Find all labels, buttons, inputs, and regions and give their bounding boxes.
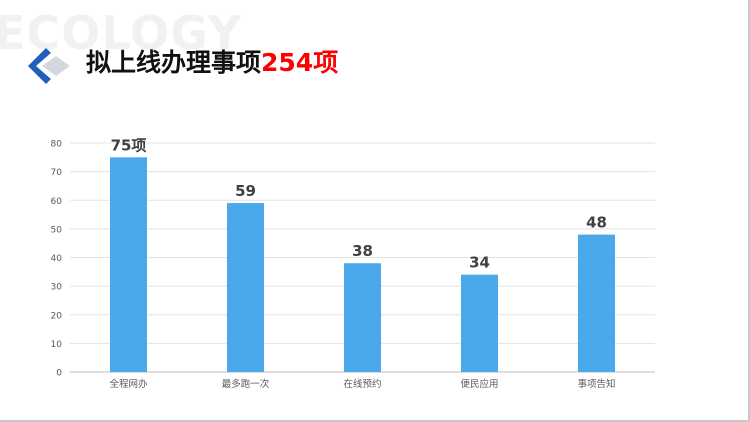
y-tick-label: 0	[56, 369, 62, 379]
x-tick-label: 事项告知	[577, 378, 615, 390]
data-label: 48	[586, 214, 607, 232]
y-tick-label: 80	[51, 140, 63, 150]
frame-border-right	[748, 0, 750, 422]
title-highlight: 254项	[261, 48, 339, 77]
bar	[110, 157, 147, 372]
y-tick-label: 60	[51, 197, 63, 207]
x-tick-label: 便民应用	[460, 378, 498, 390]
y-tick-label: 20	[51, 311, 63, 321]
data-label: 75项	[111, 136, 147, 154]
bar	[461, 274, 498, 372]
y-tick-label: 30	[51, 283, 63, 293]
diamond-logo-icon	[28, 48, 70, 84]
y-tick-label: 50	[51, 225, 63, 235]
watermark-text: ECOLOGY	[0, 6, 243, 60]
title-prefix: 拟上线办理事项	[86, 48, 262, 77]
y-tick-label: 10	[51, 340, 63, 350]
data-label: 34	[469, 254, 490, 272]
bar	[227, 203, 264, 372]
data-label: 38	[352, 242, 373, 260]
bar	[578, 234, 615, 372]
frame-border-bottom	[0, 420, 750, 422]
y-tick-label: 70	[51, 168, 63, 178]
bar	[344, 263, 381, 372]
x-tick-label: 在线预约	[343, 378, 381, 390]
page-title: 拟上线办理事项254项	[86, 43, 338, 83]
y-tick-label: 40	[51, 254, 63, 264]
x-tick-label: 全程网办	[109, 378, 148, 390]
data-label: 59	[235, 182, 256, 200]
x-tick-label: 最多跑一次	[222, 378, 270, 390]
